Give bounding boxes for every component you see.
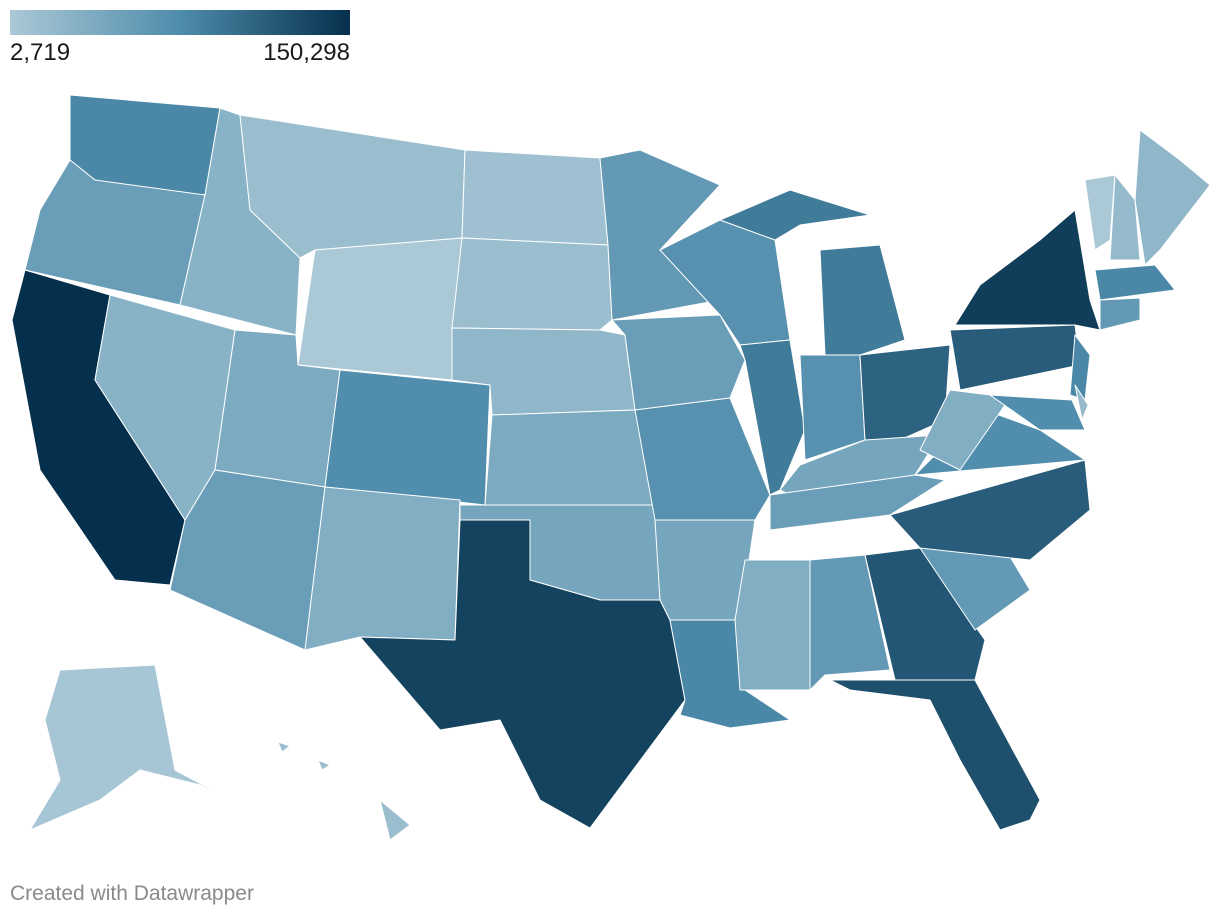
- legend-max-label: 150,298: [263, 39, 350, 66]
- region: [324, 369, 491, 506]
- region: [769, 474, 946, 531]
- region: [889, 459, 1091, 561]
- region: [829, 679, 1041, 831]
- region: [359, 519, 686, 829]
- region: [719, 189, 906, 356]
- regions: [11, 94, 1211, 841]
- region: [451, 237, 613, 331]
- region: [277, 741, 411, 841]
- region: [461, 149, 609, 246]
- footer: Created with Datawrapper: [10, 882, 254, 905]
- region: [1109, 174, 1141, 261]
- region: [1134, 129, 1211, 266]
- region: [809, 554, 891, 691]
- region: [949, 324, 1081, 391]
- legend-min-label: 2,719: [10, 39, 70, 66]
- region: [864, 547, 986, 681]
- region: [989, 394, 1086, 431]
- region: [484, 409, 656, 506]
- region: [1084, 174, 1116, 251]
- region: [1074, 384, 1089, 421]
- region: [169, 469, 326, 651]
- region: [954, 209, 1101, 331]
- legend-gradient: [10, 10, 350, 35]
- region: [297, 237, 463, 381]
- region: [634, 397, 771, 521]
- region: [859, 344, 951, 441]
- region: [29, 664, 251, 831]
- region: [304, 486, 461, 651]
- region: [1099, 297, 1141, 331]
- region: [734, 559, 811, 691]
- region: [1094, 264, 1176, 301]
